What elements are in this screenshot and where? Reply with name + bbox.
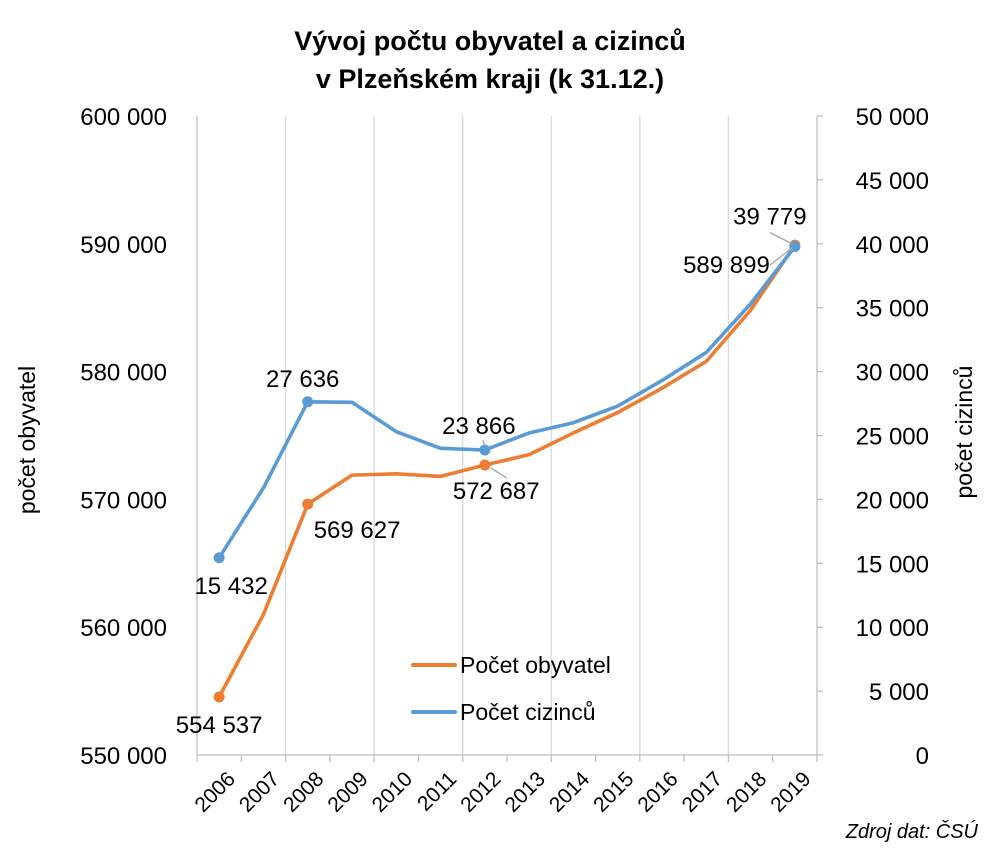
source-note: Zdroj dat: ČSÚ: [845, 820, 979, 843]
y-right-tick-label: 35 000: [856, 296, 929, 323]
data-point-marker: [479, 459, 491, 471]
leader-line: [769, 247, 793, 266]
data-point-marker: [302, 396, 314, 408]
legend-label-pocet-cizincu: Počet cizinců: [460, 699, 596, 725]
chart-title-line-2: v Plzeňském kraji (k 31.12.): [316, 64, 664, 94]
data-label: 15 432: [194, 573, 267, 600]
data-label: 569 627: [314, 517, 401, 544]
legend: Počet obyvatel Počet cizinců: [411, 652, 611, 725]
data-label: 554 537: [176, 712, 263, 739]
data-point-marker: [213, 552, 225, 564]
data-label: 23 866: [442, 413, 515, 440]
y-left-tick-label: 570 000: [80, 487, 167, 514]
data-point-marker: [789, 241, 801, 253]
data-labels: 554 537 569 627 572 687 589 899 15 432 27 636…: [176, 204, 807, 739]
y-left-tick-label: 560 000: [80, 615, 167, 642]
series-lines: [213, 239, 801, 703]
y-right-tick-label: 45 000: [856, 168, 929, 195]
data-label: 572 687: [453, 478, 540, 505]
chart-title-line-1: Vývoj počtu obyvatel a cizinců: [294, 26, 686, 56]
y-right-tick-label: 50 000: [856, 104, 929, 131]
y-right-tick-label: 30 000: [856, 360, 929, 387]
legend-label-pocet-obyvatel: Počet obyvatel: [460, 652, 611, 678]
y-right-tick-label: 0: [916, 743, 929, 770]
y-left-tick-label: 550 000: [80, 743, 167, 770]
leader-line: [482, 439, 486, 447]
data-point-marker: [302, 498, 314, 510]
y-right-tick-label: 20 000: [856, 487, 929, 514]
y-right-tick-label: 10 000: [856, 615, 929, 642]
series-line-pocet-cizincu: [217, 244, 797, 560]
leader-line: [769, 232, 793, 245]
y-right-axis-label: počet cizinců: [951, 366, 977, 499]
leader-line: [490, 467, 508, 479]
y-left-axis-label: počet obyvatel: [14, 366, 40, 514]
y-right-tick-label: 15 000: [856, 551, 929, 578]
y-left-tick-label: 600 000: [80, 104, 167, 131]
y-right-tick-labels: 0 5 000 10 000 15 000 20 000 25 000 30 000 35 0…: [856, 104, 929, 770]
data-label: 27 636: [266, 366, 339, 393]
y-left-tick-labels: 550 000 560 000 570 000 580 000 590 000 600 0…: [80, 104, 167, 770]
data-point-marker: [213, 691, 225, 703]
data-label: 589 899: [683, 252, 770, 279]
gridlines: [284, 116, 730, 755]
series-line-pocet-obyvatel: [217, 243, 797, 699]
y-left-tick-label: 580 000: [80, 360, 167, 387]
y-right-tick-label: 40 000: [856, 232, 929, 259]
data-label: 39 779: [733, 204, 806, 231]
y-right-tick-label: 25 000: [856, 424, 929, 451]
y-left-tick-label: 590 000: [80, 232, 167, 259]
axes: [196, 115, 823, 762]
y-right-tick-label: 5 000: [869, 679, 929, 706]
data-point-marker: [479, 444, 491, 456]
